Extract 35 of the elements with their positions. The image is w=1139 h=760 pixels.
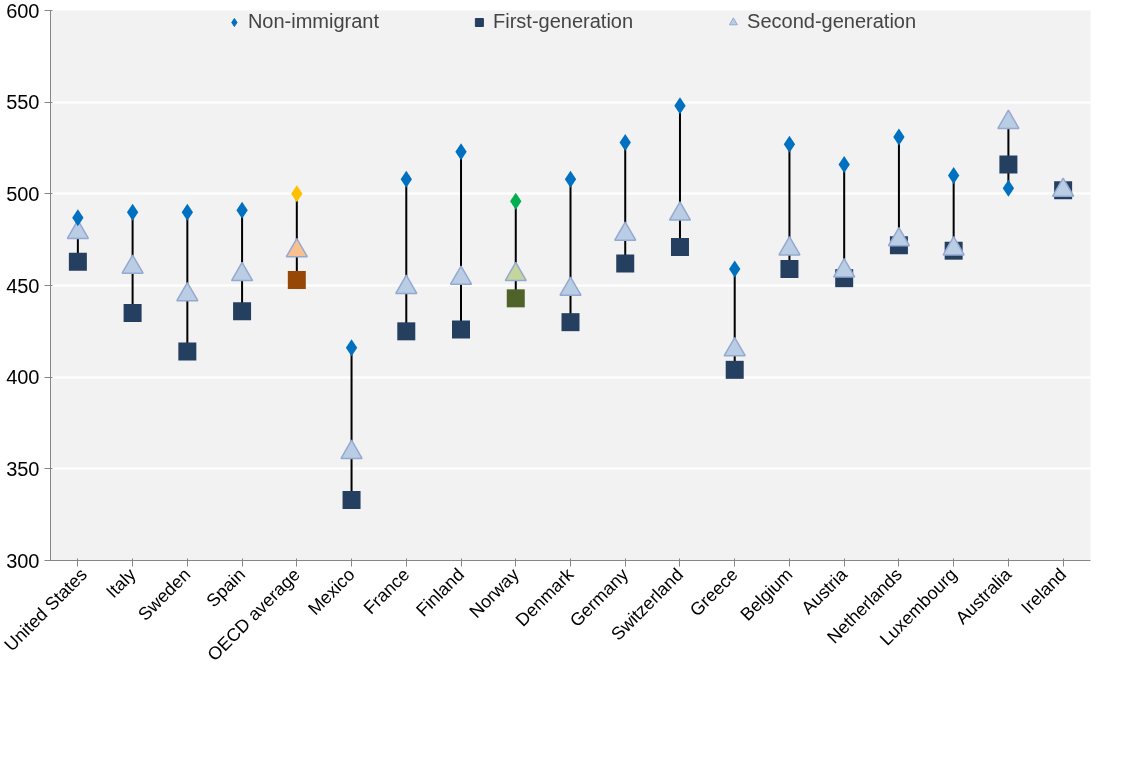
- point: [780, 260, 799, 278]
- y-tick-label: 300: [6, 549, 40, 572]
- point: [181, 203, 194, 221]
- point: [123, 304, 142, 322]
- y-tick-label: 600: [6, 0, 40, 22]
- y-tick-label: 350: [6, 457, 40, 480]
- point: [126, 203, 139, 221]
- legend-label: Non-immigrant: [247, 10, 380, 33]
- point: [345, 339, 358, 357]
- y-tick-label: 550: [6, 91, 40, 114]
- point: [452, 320, 471, 339]
- y-tick-label: 500: [6, 182, 40, 205]
- point: [397, 322, 416, 341]
- point: [947, 167, 960, 184]
- point: [670, 238, 689, 256]
- point: [619, 134, 631, 151]
- y-tick-label: 400: [6, 366, 40, 389]
- point: [838, 156, 850, 173]
- point: [616, 254, 635, 273]
- y-tick-label: 450: [6, 274, 40, 297]
- point: [233, 302, 252, 321]
- point: [999, 155, 1018, 174]
- point: [178, 342, 197, 361]
- point: [1002, 179, 1015, 197]
- legend-label: Second-generation: [747, 10, 917, 33]
- point: [68, 252, 87, 271]
- point: [287, 271, 306, 289]
- x-tick-label: Italy: [102, 564, 140, 602]
- point: [725, 360, 744, 379]
- point: [561, 313, 580, 332]
- point: [506, 289, 525, 308]
- point: [564, 170, 577, 188]
- legend-label: First-generation: [493, 10, 634, 33]
- point: [783, 135, 796, 153]
- point: [342, 491, 361, 509]
